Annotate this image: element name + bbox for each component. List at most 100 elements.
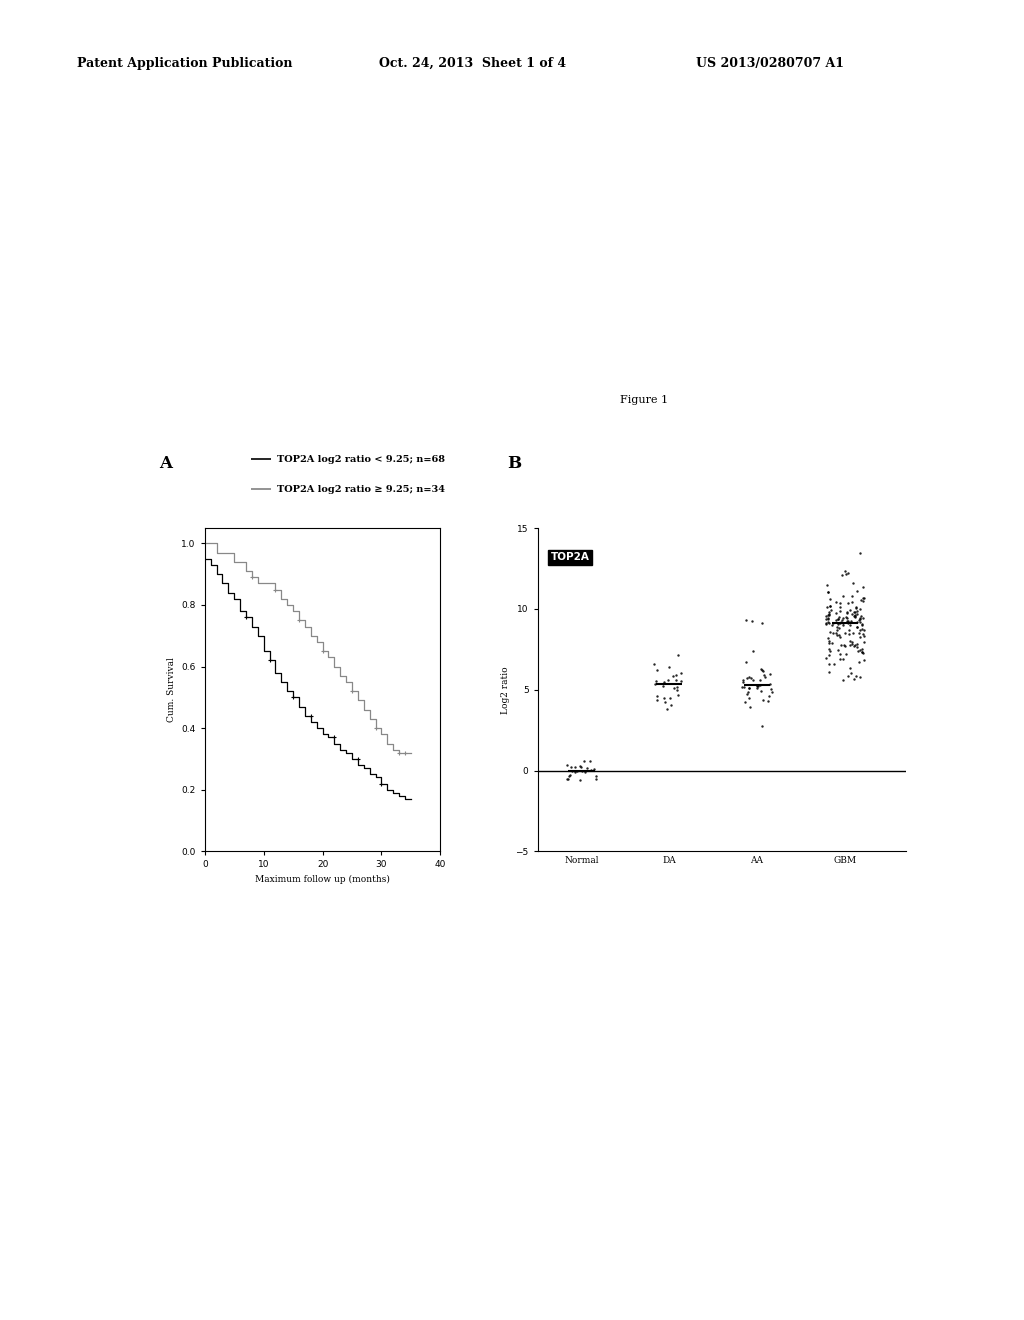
- Point: [847, 605, 863, 626]
- Point: [854, 614, 870, 635]
- Point: [835, 648, 851, 669]
- Text: TOP2A: TOP2A: [551, 552, 590, 562]
- Point: [583, 751, 599, 772]
- Point: [844, 634, 860, 655]
- Point: [854, 607, 870, 628]
- Point: [818, 612, 835, 634]
- Point: [822, 640, 839, 661]
- Point: [844, 631, 860, 652]
- Point: [820, 661, 837, 682]
- Point: [834, 611, 850, 632]
- Point: [674, 663, 690, 684]
- Point: [743, 667, 760, 688]
- Point: [760, 690, 776, 711]
- Point: [854, 642, 870, 663]
- Point: [820, 632, 837, 653]
- Point: [561, 764, 578, 785]
- Point: [821, 589, 838, 610]
- Point: [755, 659, 771, 680]
- Point: [665, 665, 681, 686]
- Point: [852, 609, 868, 630]
- Point: [828, 602, 845, 623]
- Point: [820, 653, 837, 675]
- Point: [852, 667, 868, 688]
- Point: [824, 623, 841, 644]
- Point: [764, 681, 780, 702]
- Point: [567, 762, 584, 783]
- Point: [666, 677, 682, 698]
- Point: [734, 669, 751, 690]
- Point: [673, 671, 689, 692]
- Point: [842, 631, 858, 652]
- Point: [842, 657, 858, 678]
- Point: [849, 616, 865, 638]
- Point: [851, 610, 867, 631]
- Point: [569, 760, 586, 781]
- Point: [847, 635, 863, 656]
- Point: [655, 686, 672, 708]
- Point: [749, 677, 765, 698]
- Point: [847, 602, 863, 623]
- Point: [757, 667, 773, 688]
- Point: [854, 618, 870, 639]
- Point: [573, 760, 590, 781]
- Text: Patent Application Publication: Patent Application Publication: [77, 57, 292, 70]
- Point: [649, 690, 666, 711]
- Point: [831, 601, 848, 622]
- Point: [847, 605, 863, 626]
- Point: [855, 624, 871, 645]
- Point: [743, 611, 760, 632]
- Point: [821, 639, 838, 660]
- Point: [838, 562, 854, 583]
- Point: [844, 603, 860, 624]
- Point: [856, 587, 872, 609]
- Point: [745, 640, 762, 661]
- Point: [854, 643, 870, 664]
- Point: [848, 581, 864, 602]
- Point: [851, 652, 867, 673]
- Point: [571, 770, 588, 791]
- Point: [846, 606, 862, 627]
- Point: [840, 562, 856, 583]
- Point: [842, 614, 858, 635]
- Point: [818, 647, 835, 668]
- Point: [854, 577, 870, 598]
- Point: [852, 543, 868, 564]
- Point: [828, 623, 845, 644]
- Point: [660, 669, 677, 690]
- Point: [820, 609, 837, 630]
- Point: [821, 612, 838, 634]
- Point: [583, 759, 599, 780]
- Point: [588, 766, 604, 787]
- Point: [821, 603, 838, 624]
- Point: [855, 631, 871, 652]
- Point: [855, 587, 871, 609]
- Point: [852, 607, 868, 628]
- Point: [559, 755, 575, 776]
- Point: [740, 678, 757, 700]
- Point: [670, 685, 686, 706]
- Point: [835, 615, 851, 636]
- Point: [829, 614, 846, 635]
- Point: [648, 660, 665, 681]
- Point: [736, 692, 753, 713]
- Point: [821, 601, 838, 622]
- Point: [739, 668, 756, 689]
- Point: [833, 643, 849, 664]
- Point: [818, 609, 835, 630]
- Point: [580, 758, 596, 779]
- Point: [826, 653, 843, 675]
- Point: [855, 649, 871, 671]
- Point: [852, 639, 868, 660]
- Point: [842, 599, 858, 620]
- Point: [740, 667, 757, 688]
- Point: [830, 618, 847, 639]
- Point: [843, 663, 859, 684]
- Text: B: B: [507, 455, 521, 473]
- Point: [840, 610, 856, 631]
- Point: [646, 653, 663, 675]
- Point: [828, 610, 845, 631]
- Point: [738, 682, 755, 704]
- Point: [828, 624, 845, 645]
- Point: [836, 635, 852, 656]
